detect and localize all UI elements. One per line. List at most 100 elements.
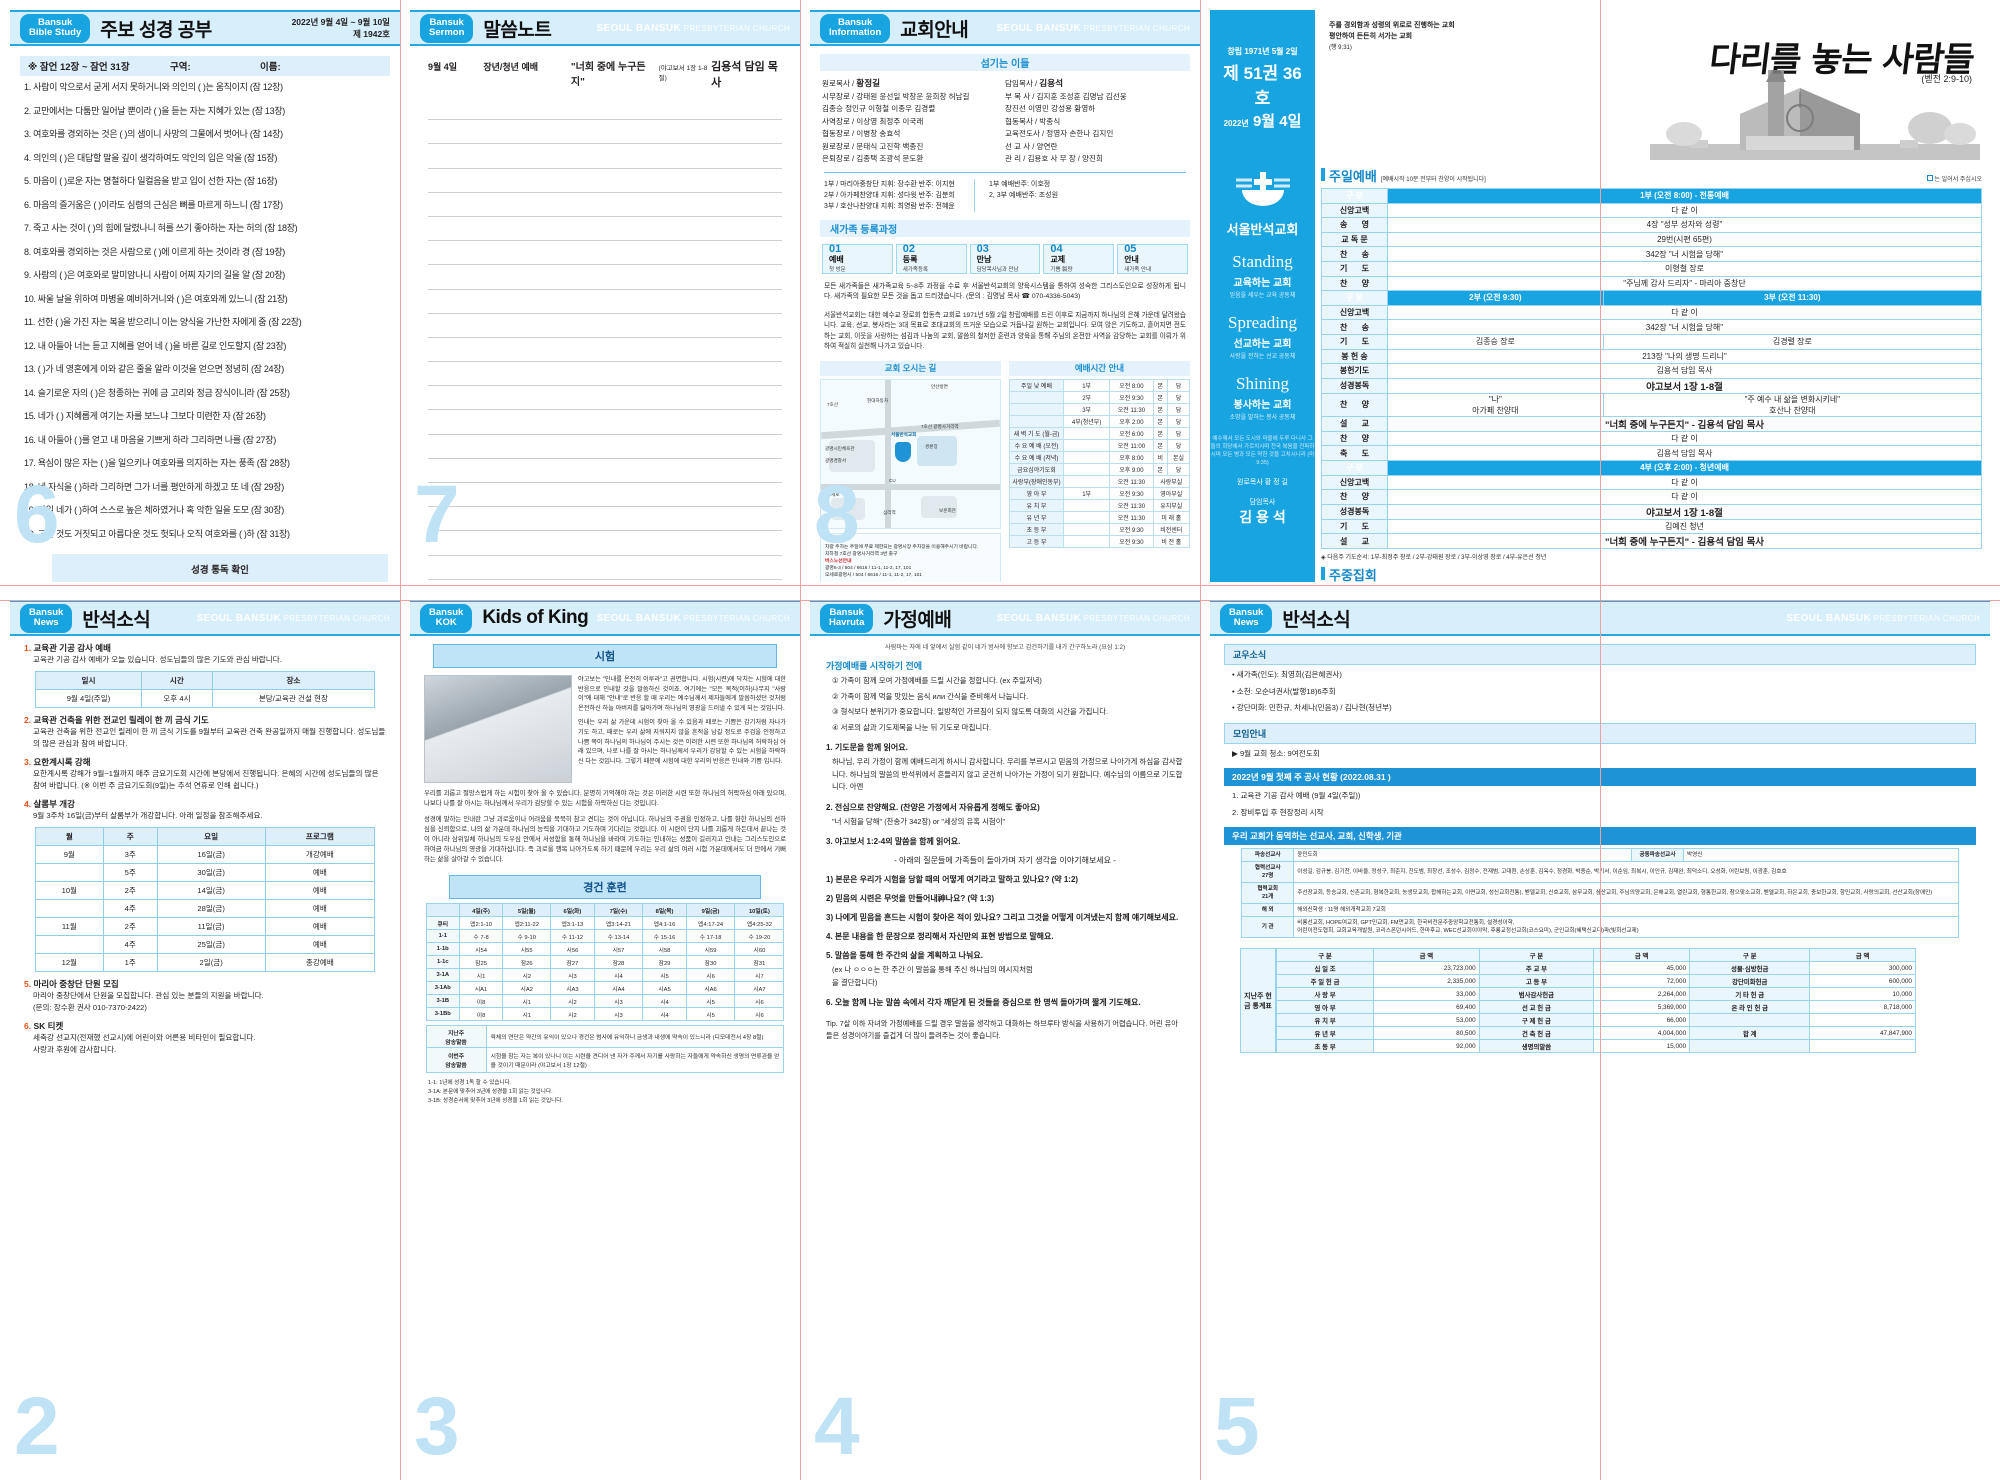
issue-block: 창립 1971년 5월 2일 제 51권 36호 2022년 9월 4일 xyxy=(1210,10,1315,160)
question-row: 15. 네가 ( ) 지혜롭게 여기는 자를 보느냐 그보다 미련한 자 (잠 … xyxy=(24,411,266,421)
training-cell: 시4 xyxy=(642,1007,687,1021)
sermon-note-line[interactable] xyxy=(428,241,782,266)
sermon-note-line[interactable] xyxy=(428,531,782,556)
step-title: 교제 xyxy=(1050,255,1066,264)
sermon-note-line[interactable] xyxy=(428,193,782,217)
sermon-note-line[interactable] xyxy=(428,314,782,338)
news-body: 세축강 선교지(전재했 선교시)에 어린이와 어른용 비타민이 필요합니다. 사랑… xyxy=(33,1033,256,1054)
offering-name: 온 라 인 헌 금 xyxy=(1689,1000,1811,1014)
bible-study-date: 2022년 9월 4일 ~ 9월 10일 제 1942호 xyxy=(291,17,390,39)
sermon-note-line[interactable] xyxy=(428,435,782,459)
sermon-note-lines[interactable] xyxy=(410,96,800,582)
service-part xyxy=(1062,426,1111,440)
sermon-note-line[interactable] xyxy=(428,483,782,508)
sermon-note-line[interactable] xyxy=(428,507,782,532)
sermon-note-line[interactable] xyxy=(428,120,782,145)
worship-times-table: 주일 낮 예배 1부 오전 8:00 본 당 2부 오전 9:30 본 당 3부 오전 11:30 본… xyxy=(1009,378,1191,548)
staff-left-column: 원로목사 / 황정길 시무장로 / 강태원 윤선일 박창운 윤희창 허남길 김종승… xyxy=(822,77,1005,166)
accompanist-row: 1부 예배반주: 이호정 xyxy=(989,180,1051,188)
training-cell: 시A1 xyxy=(458,981,504,995)
news-table-cell: 2주 xyxy=(102,917,158,936)
service-header: 4부 (오후 2:00) - 청년예배 xyxy=(1387,459,1982,476)
training-cell: 수 13-14 xyxy=(593,929,644,943)
step-subtitle: 담당목사님과 만남 xyxy=(976,267,1019,273)
question-row: 12. 내 아들아 너는 듣고 지혜를 얻어 네 ( )을 바른 길로 인도할지… xyxy=(24,340,287,351)
church-values-list: Standing 교육하는 교회 믿음을 세우는 교육 공동체 Spreading 선교… xyxy=(1210,252,1315,421)
training-cell: 시1 xyxy=(458,968,504,982)
training-row: 큐티 엡2:1-10 엡2:11-22 엡3:1-13 엡3:14-21 엡4:1-16 엡… xyxy=(425,916,785,930)
location-map[interactable]: 서울반석교회 안산방면 7호선 현대자동차 광명시민체육관 광명경찰서 경륜장 … xyxy=(820,378,1001,529)
news-table-cell: 9월 4일(주일) xyxy=(34,689,143,708)
member-news-row: • 강단미화: 민한규, 차세나(민음3) / 김나현(청년부) xyxy=(1232,703,1392,712)
news-table-cell: 예배 xyxy=(264,917,376,936)
sermon-note-line[interactable] xyxy=(428,362,782,387)
order-value: 342장 "너 시험을 당해" xyxy=(1387,246,1982,262)
training-header: 4일(주) xyxy=(458,903,504,917)
order-label: 축 도 xyxy=(1321,445,1388,461)
training-cell: 엡2:11-22 xyxy=(502,916,552,930)
sermon-note-line[interactable] xyxy=(428,144,782,169)
meeting-list: ▶ 9월 교회 청소: 9여전도회 xyxy=(1210,744,1990,761)
masthead-body: 서울반석교회 Standing 교육하는 교회 믿음을 세우는 교육 공동체 Spre… xyxy=(1210,160,1990,582)
staff-role: 협동목사 / xyxy=(1005,116,1038,126)
service-name xyxy=(1009,414,1064,428)
sermon-note-line[interactable] xyxy=(428,386,782,411)
newfamily-step: 01 예배 첫 방문 xyxy=(822,243,893,274)
havruta-lead-verse: 사람마는 자에 네 앞에서 실험 같이 네가 범사에 향보고 감건하기를 내가 … xyxy=(885,644,1125,651)
training-row: 1-1 수 7-8 수 9-10 수 11-12 수 13-14 수 15-16 수 17-… xyxy=(425,929,785,943)
mission-row: 협력교회 21개 주선장교회, 등승교회, 신촌교회, 형복한교회, 농생모교회, … xyxy=(1241,882,1959,904)
staff-name: 황정길 xyxy=(856,78,881,88)
offering-col-header: 금 액 xyxy=(1593,948,1691,962)
bs-range: ※ 잠언 12장 ~ 잠언 31장 xyxy=(28,62,130,73)
service-place: 본 xyxy=(1152,378,1169,392)
training-header: 9일(금) xyxy=(685,903,736,917)
mission-label: 해 외 xyxy=(1241,903,1295,917)
havruta-step-heading: 1. 기도문을 함께 읽어요. xyxy=(826,743,908,752)
order-label: 찬 송 xyxy=(1321,246,1388,262)
sermon-note-line[interactable] xyxy=(428,265,782,290)
order-label: 신앙고백 xyxy=(1321,202,1388,219)
weekly-meeting-heading: 주중집회 xyxy=(1321,565,1982,582)
sermon-note-line[interactable] xyxy=(428,217,782,242)
church-en-name: SEOUL BANSUK PRESBYTERIAN CHURCH xyxy=(1786,612,1980,624)
sermon-note-line[interactable] xyxy=(428,169,782,193)
service-place: 비전센터 xyxy=(1152,522,1191,536)
map-label: 경륜장 xyxy=(925,443,938,449)
sermon-meta: 9월 4일 장년/청년 예배 "너희 중에 누구든지" (야고보서 1장 1-8… xyxy=(410,46,800,96)
sermon-note-line[interactable] xyxy=(428,96,782,121)
havruta-header: Bansuk Havruta 가정예배 SEOUL BANSUK PRESBYT… xyxy=(810,600,1200,636)
service-name xyxy=(1009,402,1064,416)
order-row: 봉헌기도 김용석 담임 목사 xyxy=(1321,363,1982,379)
offering-amount: 53,000 xyxy=(1373,1013,1480,1027)
worship-time-row: 2부 오전 9:30 본 당 xyxy=(1009,390,1190,404)
church-en-name: SEOUL BANSUK PRESBYTERIAN CHURCH xyxy=(596,22,790,34)
value-en: Standing xyxy=(1232,252,1293,271)
news-table-row: 5주 30일(금) 예배 xyxy=(34,863,376,882)
offering-name: 초 등 부 xyxy=(1275,1039,1375,1053)
sermon-note-line[interactable] xyxy=(428,556,782,580)
service-place: 본 xyxy=(1152,390,1169,404)
sermon-note-line[interactable] xyxy=(428,410,782,435)
news-item: 3. 요한계시록 강해 요한계시록 강해가 9월~1월까지 매주 금요기도회 시간… xyxy=(10,750,400,792)
news-item: 2. 교육관 건축을 위한 전교인 릴레이 한 끼 금식 기도 교육관 건축을 위… xyxy=(10,708,400,750)
offering-name: 고 등 부 xyxy=(1478,974,1595,988)
offering-amount: 5,369,000 xyxy=(1593,1000,1691,1014)
service-name: 초 등 부 xyxy=(1009,522,1064,536)
sermon-note-line[interactable] xyxy=(428,580,782,582)
kok-title: Kids of King xyxy=(482,607,589,628)
staff-name: 김지훈 조성훈 김명남 김선웅 xyxy=(1036,91,1127,101)
sermon-note-line[interactable] xyxy=(428,459,782,483)
sermon-note-line[interactable] xyxy=(428,338,782,363)
cross-logo-icon xyxy=(1235,172,1290,206)
step-number: 03 xyxy=(976,243,989,255)
sermon-note-line[interactable] xyxy=(428,290,782,314)
service-place: 당 xyxy=(1167,414,1190,428)
offering-amount xyxy=(1809,1013,1916,1027)
news-table-cell xyxy=(34,935,104,954)
order-label: 봉 헌 송 xyxy=(1321,348,1388,365)
mission-value: 윤민도회 xyxy=(1293,848,1632,862)
order-label: 신앙고백 xyxy=(1321,474,1388,491)
training-cell: 이8 xyxy=(458,994,504,1008)
news-table-cell: 예배 xyxy=(264,935,376,954)
